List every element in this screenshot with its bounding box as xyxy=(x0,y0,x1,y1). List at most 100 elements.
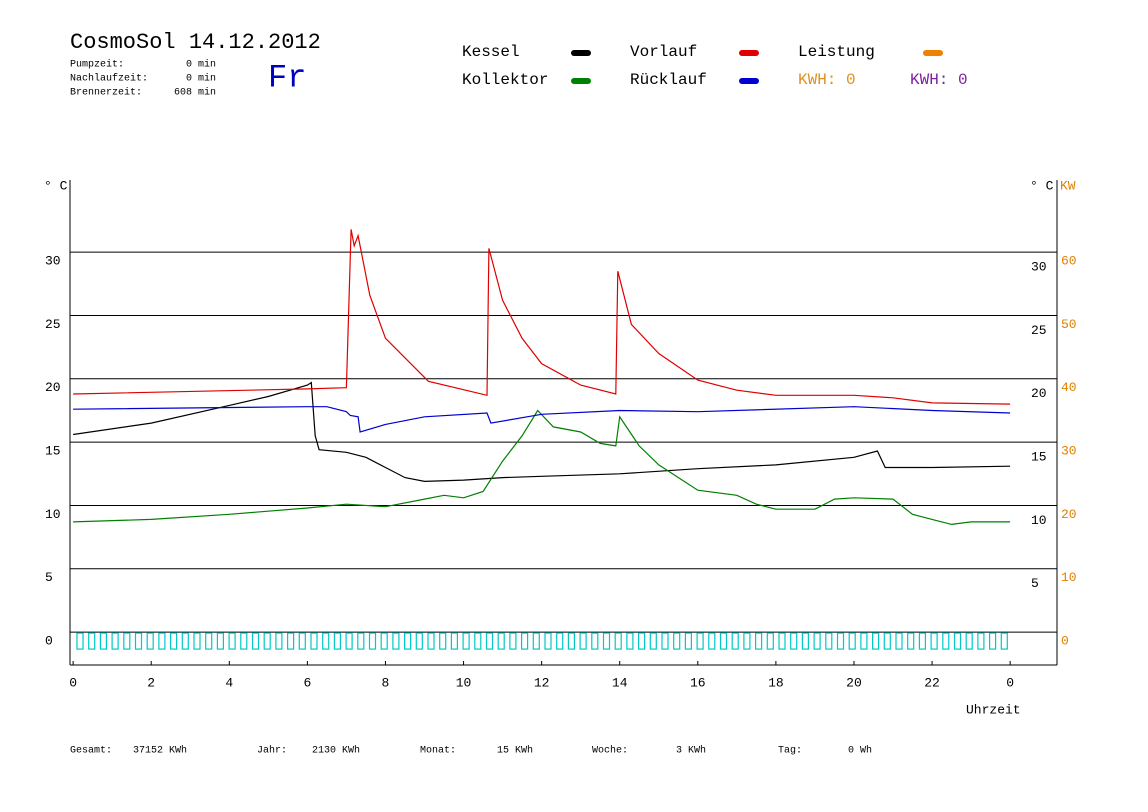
x-tick-label: 18 xyxy=(768,675,784,690)
status-pulse xyxy=(871,632,880,650)
status-pulse xyxy=(708,632,716,650)
status-pulse xyxy=(637,632,646,650)
status-pulse xyxy=(1000,632,1008,650)
weekday: Fr xyxy=(268,59,306,96)
status-pulse xyxy=(907,632,915,650)
info-label: Nachlaufzeit: xyxy=(70,73,148,85)
status-pulse xyxy=(310,632,318,650)
status-pulse xyxy=(532,632,540,650)
x-tick-label: 2 xyxy=(147,675,155,690)
footer-label: Woche: xyxy=(592,745,628,757)
y2-tick-label: 10 xyxy=(1061,570,1077,585)
status-pulse xyxy=(567,632,576,650)
legend-label: Leistung xyxy=(798,43,875,61)
footer-label: Gesamt: xyxy=(70,746,112,757)
chart-title: CosmoSol 14.12.2012 xyxy=(70,30,321,55)
status-pulse xyxy=(813,632,821,650)
footer-value: 15 KWh xyxy=(497,745,533,757)
y-tick-label: 25 xyxy=(45,317,61,332)
status-pulse xyxy=(439,632,447,650)
y-tick-label-right: 30 xyxy=(1031,260,1047,275)
status-pulse xyxy=(275,632,283,650)
status-pulse xyxy=(158,632,166,650)
series-line xyxy=(73,229,1011,405)
status-pulse xyxy=(380,632,388,650)
status-pulse xyxy=(766,632,774,650)
status-pulse xyxy=(801,632,810,650)
status-pulse xyxy=(743,632,751,650)
status-pulse xyxy=(848,632,856,650)
status-pulse xyxy=(415,632,423,650)
legend-label: Rücklauf xyxy=(630,71,707,89)
status-pulse xyxy=(930,632,938,650)
footer-label: Monat: xyxy=(420,746,456,757)
status-pulse xyxy=(450,632,458,650)
y2-tick-label: 50 xyxy=(1061,317,1077,332)
legend-label: Kollektor xyxy=(462,71,548,89)
status-pulse xyxy=(111,632,119,650)
y-tick-label: 30 xyxy=(45,254,61,269)
status-pulse xyxy=(673,632,681,650)
status-pulse xyxy=(918,632,927,650)
y-tick-label: 0 xyxy=(45,634,53,649)
footer-label: Jahr: xyxy=(257,745,287,757)
x-tick-label: 0 xyxy=(69,675,77,690)
y2-tick-label: 40 xyxy=(1061,380,1077,395)
status-pulse xyxy=(895,632,903,650)
status-pulse xyxy=(696,632,704,650)
y-tick-label-right: 25 xyxy=(1031,323,1047,338)
x-tick-label: 22 xyxy=(924,675,940,690)
series-line xyxy=(73,409,1011,526)
x-tick-label: 20 xyxy=(846,675,862,690)
footer-value: 2130 KWh xyxy=(312,745,360,757)
series-line xyxy=(73,381,1011,483)
status-pulse xyxy=(953,632,962,650)
status-pulse xyxy=(754,632,763,650)
status-pulse xyxy=(88,632,96,650)
x-tick-label: 8 xyxy=(382,675,390,690)
y-tick-label: 15 xyxy=(45,444,61,459)
status-pulse xyxy=(357,632,365,650)
status-pulse xyxy=(474,632,482,650)
x-axis-label: Uhrzeit xyxy=(966,702,1021,717)
status-pulse xyxy=(99,632,108,650)
info-label: Brennerzeit: xyxy=(70,87,142,99)
footer-value: 3 KWh xyxy=(676,745,706,757)
x-tick-label: 12 xyxy=(534,675,550,690)
status-pulse xyxy=(661,632,669,650)
status-pulse xyxy=(544,632,552,650)
info-value: 608 min xyxy=(174,87,216,99)
status-pulse xyxy=(497,632,505,650)
status-pulse xyxy=(614,632,622,650)
status-pulse xyxy=(404,632,412,650)
status-pulse xyxy=(719,632,728,650)
status-pulse xyxy=(836,632,845,650)
series-line xyxy=(73,406,1011,433)
kwh-label: KWH: 0 xyxy=(798,71,856,89)
status-pulse xyxy=(240,632,248,650)
status-pulse xyxy=(228,632,236,650)
status-pulse xyxy=(298,632,306,650)
y-axis-label-right: ° C xyxy=(1030,178,1054,193)
footer-label: Tag: xyxy=(778,746,802,757)
x-tick-label: 6 xyxy=(303,675,311,690)
status-pulse xyxy=(287,632,295,650)
status-pulse xyxy=(509,632,517,650)
status-pulse xyxy=(146,632,154,650)
y2-tick-label: 20 xyxy=(1061,507,1077,522)
status-pulse xyxy=(649,632,657,650)
x-tick-label: 10 xyxy=(456,675,472,690)
status-pulse xyxy=(684,632,693,650)
status-pulse xyxy=(462,632,470,650)
info-value: 0 min xyxy=(186,59,216,71)
status-pulse xyxy=(965,632,973,650)
y-tick-label-right: 15 xyxy=(1031,450,1047,465)
y-tick-label-right: 5 xyxy=(1031,576,1039,591)
y2-tick-label: 0 xyxy=(1061,634,1069,649)
y-tick-label: 5 xyxy=(45,570,53,585)
legend-label: Kessel xyxy=(462,43,520,61)
status-pulse xyxy=(76,632,84,650)
status-pulse xyxy=(602,632,611,650)
status-pulse xyxy=(860,632,868,650)
